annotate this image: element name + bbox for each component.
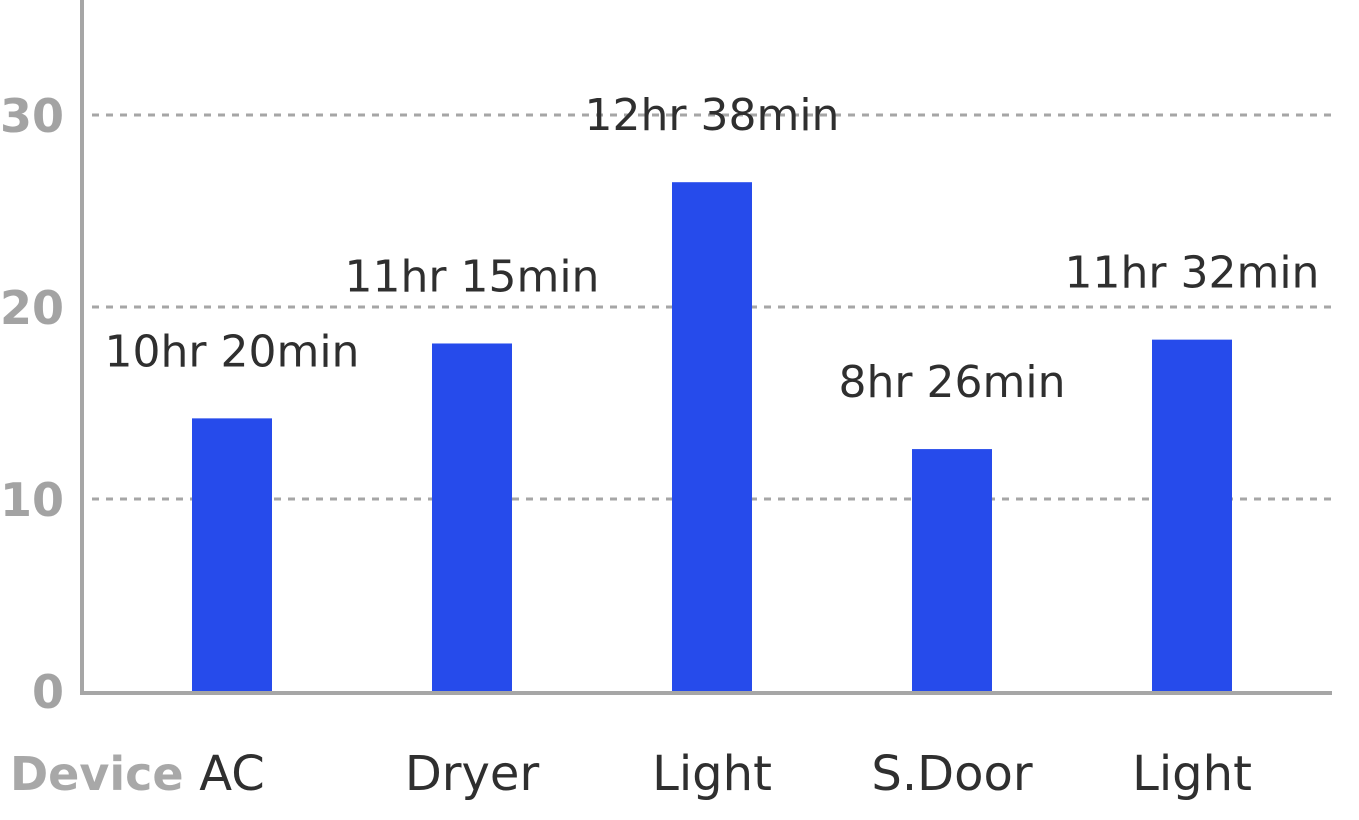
bar [432,343,512,691]
data-label: 11hr 32min [1065,248,1320,299]
data-labels: 10hr 20min 11hr 15min 12hr 38min 8hr 26min 1… [105,90,1320,408]
y-tick-label: 10 [0,473,64,527]
x-tick-label: Light [1132,746,1252,802]
x-axis-labels: AC Dryer Light S.Door Light [199,746,1252,802]
data-label: 11hr 15min [345,251,600,302]
bar [912,449,992,691]
x-tick-label: S.Door [871,746,1032,802]
data-label: 8hr 26min [839,357,1066,408]
y-axis-ticks: 0 10 20 30 [0,89,64,719]
bars [192,182,1232,691]
y-tick-label: 30 [0,89,64,143]
bar [1152,339,1232,691]
data-label: 10hr 20min [105,326,360,377]
y-tick-label: 20 [0,281,64,335]
data-label: 12hr 38min [585,90,840,141]
x-axis-title: Device [10,747,184,801]
x-tick-label: AC [199,746,265,802]
x-tick-label: Dryer [405,746,540,802]
bar [672,182,752,691]
y-tick-label: 0 [32,665,64,719]
bar [192,418,272,691]
x-tick-label: Light [652,746,772,802]
